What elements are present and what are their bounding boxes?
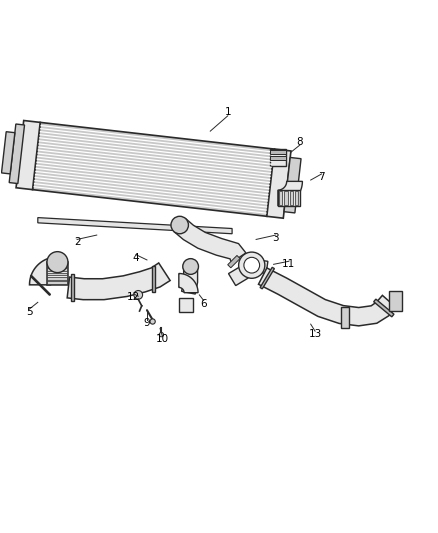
Polygon shape — [71, 274, 74, 301]
Bar — [47, 277, 67, 280]
Bar — [270, 156, 286, 159]
Text: 9: 9 — [144, 318, 150, 328]
Polygon shape — [182, 266, 198, 294]
Bar — [16, 120, 40, 190]
Text: 1: 1 — [224, 107, 231, 117]
Polygon shape — [179, 298, 193, 312]
Polygon shape — [47, 262, 68, 285]
Bar — [295, 190, 298, 205]
Polygon shape — [67, 263, 170, 300]
Polygon shape — [270, 149, 286, 166]
Polygon shape — [278, 190, 300, 206]
Bar — [284, 157, 301, 213]
Bar — [290, 190, 293, 205]
Bar — [285, 190, 288, 205]
Text: 11: 11 — [282, 260, 296, 269]
Circle shape — [134, 290, 143, 299]
Polygon shape — [179, 273, 198, 293]
Bar — [1, 132, 15, 174]
Polygon shape — [251, 259, 268, 273]
Text: 3: 3 — [272, 233, 279, 243]
Text: 4: 4 — [133, 253, 139, 263]
Polygon shape — [30, 275, 50, 295]
Bar — [47, 272, 67, 275]
Polygon shape — [152, 265, 155, 292]
Text: 2: 2 — [74, 238, 81, 247]
Circle shape — [47, 252, 68, 272]
Text: 6: 6 — [201, 298, 207, 309]
Bar — [267, 149, 291, 218]
Bar — [341, 306, 349, 328]
Bar — [32, 123, 275, 216]
Text: 7: 7 — [318, 172, 325, 182]
Polygon shape — [174, 219, 246, 263]
Polygon shape — [29, 257, 57, 285]
Bar — [47, 268, 67, 271]
Bar — [270, 150, 286, 154]
Text: 5: 5 — [26, 308, 32, 317]
Circle shape — [171, 216, 188, 234]
Text: 10: 10 — [155, 334, 169, 344]
Circle shape — [239, 252, 265, 278]
Text: 8: 8 — [297, 137, 303, 147]
Bar — [389, 292, 403, 311]
Circle shape — [150, 319, 155, 324]
Text: 12: 12 — [127, 292, 141, 302]
Circle shape — [183, 259, 198, 274]
Polygon shape — [229, 260, 256, 286]
Polygon shape — [38, 217, 232, 234]
Text: 13: 13 — [308, 329, 321, 339]
Polygon shape — [258, 268, 396, 326]
Polygon shape — [374, 299, 394, 317]
Bar — [47, 264, 67, 266]
Bar — [228, 255, 240, 268]
Bar — [47, 281, 67, 284]
Circle shape — [159, 333, 163, 337]
Bar — [9, 124, 25, 183]
Polygon shape — [260, 268, 274, 289]
Bar — [279, 190, 283, 205]
Circle shape — [244, 257, 260, 273]
Polygon shape — [278, 181, 302, 206]
